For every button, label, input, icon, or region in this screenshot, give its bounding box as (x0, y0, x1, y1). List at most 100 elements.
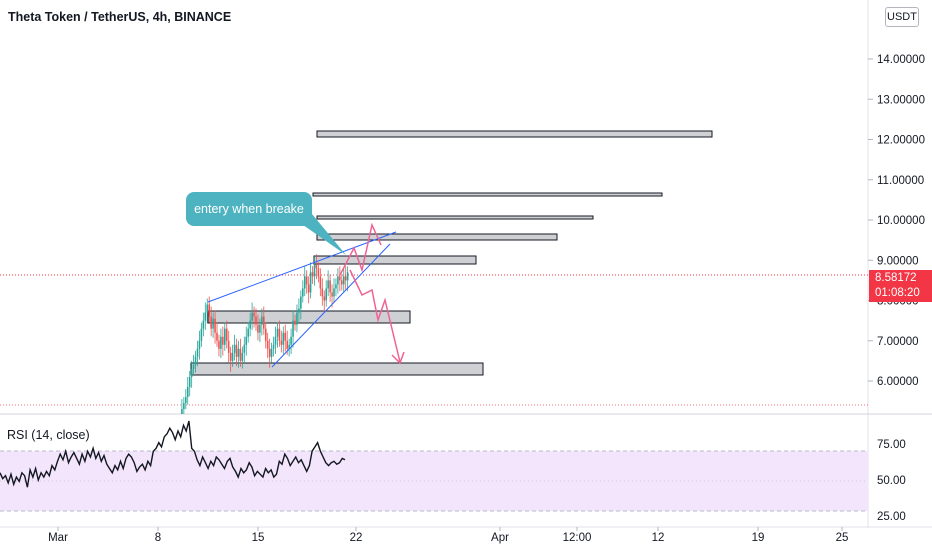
candle-body (181, 409, 183, 414)
candle-body (200, 328, 203, 341)
candle-body (257, 324, 259, 333)
candle-body (214, 318, 216, 333)
candle-body (333, 288, 335, 297)
candle-body (335, 284, 337, 289)
y-tick-label: 12.00000 (877, 135, 925, 147)
projection-down-path (349, 269, 401, 363)
candle-body (210, 316, 212, 329)
candle-body (339, 276, 341, 281)
candle-body (272, 344, 275, 349)
last-price-badge: 8.58172 01:08:20 (869, 270, 932, 302)
rsi-label: RSI (14, close) (7, 428, 90, 442)
zone-rect (316, 215, 594, 220)
zone-rect (190, 362, 484, 376)
candle-body (208, 304, 210, 317)
chart-title: Theta Token / TetherUS, 4h, BINANCE (8, 10, 232, 24)
candle-body (243, 344, 246, 353)
candle-body (186, 387, 189, 398)
candle-body (327, 280, 329, 289)
candle-body (233, 344, 236, 353)
y-axis-ticks: 6.000007.000008.000009.0000010.0000011.0… (868, 54, 925, 388)
candle-body (294, 320, 296, 325)
support-zones (190, 130, 713, 376)
candle-body (202, 320, 205, 329)
wedge-lower-line (271, 243, 391, 368)
candle-body (346, 272, 349, 281)
y-tick-label: 7.00000 (877, 336, 919, 348)
candle-body (321, 288, 324, 297)
x-tick-label: 12:00 (563, 532, 592, 544)
candle-body (280, 340, 283, 345)
last-price-value: 8.58172 (875, 272, 917, 284)
candle-body (264, 328, 267, 341)
rsi-line (0, 420, 346, 488)
y-tick-label: 14.00000 (877, 54, 925, 66)
candle-body (268, 348, 271, 357)
x-tick-label: 12 (652, 532, 665, 544)
candle-body (300, 296, 302, 309)
candle-body (305, 276, 308, 285)
candle-body (311, 272, 314, 277)
candle-body (274, 336, 277, 345)
candle-body (261, 316, 263, 325)
candle-body (278, 328, 281, 341)
candle-body (282, 332, 285, 345)
candle-body (222, 336, 224, 345)
x-tick-label: Apr (491, 532, 509, 544)
y-tick-label: 13.00000 (877, 94, 925, 106)
candle-body (239, 348, 242, 361)
y-tick-label: 11.00000 (877, 175, 924, 187)
candle-body (315, 264, 318, 269)
currency-button[interactable]: USDT (885, 7, 919, 27)
candle-body (323, 296, 326, 301)
candle-body (309, 272, 312, 293)
candle-body (253, 312, 255, 317)
candle-body (266, 340, 269, 349)
x-axis-ticks: Mar 8 15 22 Apr 12:00 12 19 25 (48, 527, 848, 544)
candle-body (206, 304, 209, 313)
candle-countdown: 01:08:20 (875, 287, 920, 299)
projection-arrowhead (391, 351, 405, 365)
candle-body (212, 318, 214, 329)
candle-body (325, 288, 327, 301)
candle-body (241, 352, 244, 361)
x-tick-label: 25 (836, 532, 849, 544)
candle-body (245, 336, 248, 345)
candle-body (218, 340, 220, 349)
candle-body (344, 276, 347, 281)
candle-body (337, 276, 339, 285)
candle-body (303, 276, 306, 289)
candle-body (227, 340, 230, 353)
callout-label[interactable]: entery when breake (186, 192, 312, 226)
rsi-tick-label: 25.00 (877, 511, 906, 523)
candle-body (204, 312, 207, 321)
zone-rect (312, 192, 663, 197)
rsi-tick-label: 50.00 (877, 475, 906, 487)
x-tick-label: 19 (752, 532, 765, 544)
candle-body (329, 280, 331, 293)
candle-body (225, 328, 228, 341)
candle-body (276, 328, 279, 337)
x-tick-label: 8 (155, 532, 161, 544)
candle-body (196, 348, 199, 357)
candle-body (188, 376, 191, 388)
rsi-axis-ticks: 75.00 50.00 25.00 (877, 439, 906, 523)
candle-body (284, 332, 287, 341)
zone-rect (313, 255, 477, 265)
candle-body (183, 403, 185, 410)
zone-rect (316, 130, 713, 138)
candle-body (331, 292, 333, 297)
candle-body (229, 352, 232, 361)
rsi-band (0, 451, 868, 511)
y-tick-label: 6.00000 (877, 376, 919, 388)
candle-body (302, 288, 304, 297)
candle-body (270, 348, 273, 357)
wedge-upper-line (207, 231, 397, 303)
x-tick-label: 22 (350, 532, 363, 544)
candle-body (298, 308, 300, 313)
candle-body (220, 336, 222, 349)
candle-body (342, 276, 345, 285)
x-tick-label: 15 (252, 532, 265, 544)
candle-body (317, 268, 320, 277)
candles (181, 254, 349, 414)
